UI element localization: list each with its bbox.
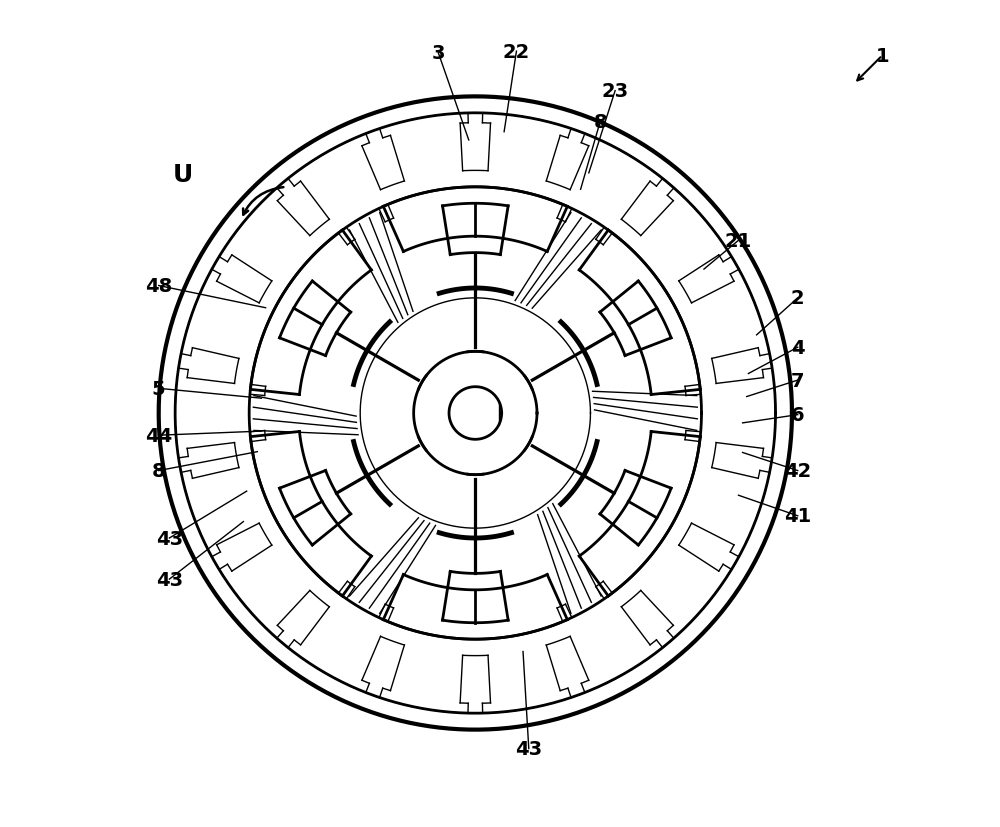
Text: 48: 48 — [145, 277, 172, 296]
Text: 43: 43 — [156, 570, 183, 589]
Text: 43: 43 — [156, 529, 183, 547]
Text: 41: 41 — [784, 507, 811, 526]
Text: 21: 21 — [725, 232, 752, 251]
Text: 4: 4 — [791, 338, 805, 357]
Text: 43: 43 — [515, 739, 542, 758]
Text: 8: 8 — [594, 112, 607, 131]
Text: 6: 6 — [791, 406, 805, 424]
Text: 22: 22 — [503, 42, 530, 61]
Text: 3: 3 — [432, 44, 445, 63]
Text: 23: 23 — [602, 82, 629, 101]
Text: 2: 2 — [791, 289, 805, 308]
Text: 42: 42 — [784, 461, 811, 480]
Text: 1: 1 — [876, 46, 889, 65]
Text: 8: 8 — [152, 461, 165, 480]
Text: 7: 7 — [791, 371, 804, 390]
Text: 44: 44 — [145, 426, 172, 445]
Text: U: U — [173, 163, 193, 187]
Text: 5: 5 — [152, 380, 165, 399]
